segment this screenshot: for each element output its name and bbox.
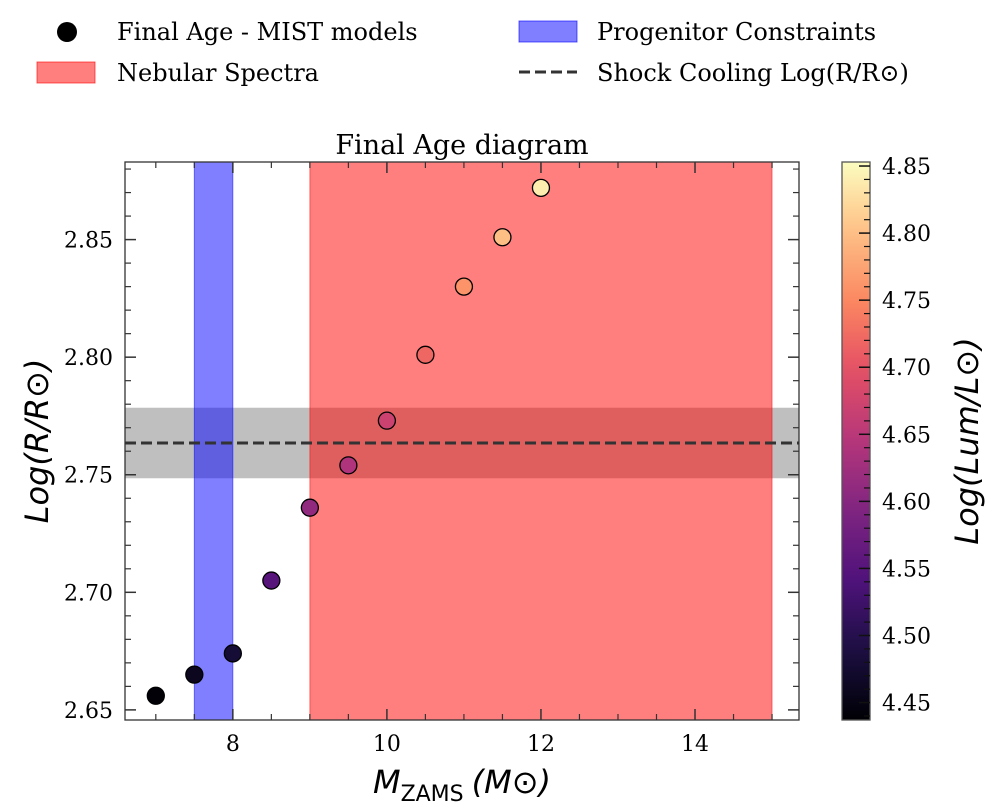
colorbar-tick-label: 4.45 bbox=[882, 692, 931, 717]
x-tick-label: 8 bbox=[226, 732, 240, 757]
x-axis-label-unit: (M⊙) bbox=[472, 763, 551, 801]
data-point-4 bbox=[300, 498, 320, 517]
legend-label-mist-models: Final Age - MIST models bbox=[117, 18, 418, 46]
data-point-8 bbox=[454, 277, 474, 296]
colorbar-gradient-bar bbox=[841, 161, 871, 721]
colorbar-tick-label: 4.55 bbox=[882, 557, 931, 582]
legend-label-progenitor: Progenitor Constraints bbox=[597, 18, 876, 46]
data-point-3 bbox=[262, 571, 281, 590]
x-axis-label-main: M bbox=[373, 763, 401, 801]
colorbar-tick-label: 4.85 bbox=[882, 155, 931, 180]
colorbar-tick-label: 4.75 bbox=[882, 289, 931, 314]
legend: Final Age - MIST models Progenitor Const… bbox=[36, 18, 909, 87]
y-tick-label: 2.75 bbox=[64, 464, 113, 489]
data-point-9 bbox=[493, 228, 512, 247]
colorbar-tick-label: 4.70 bbox=[882, 356, 931, 381]
colorbar-tick-label: 4.65 bbox=[882, 423, 931, 448]
data-point-6 bbox=[377, 411, 397, 430]
y-tick-label: 2.65 bbox=[64, 699, 113, 724]
colorbar-tick-label: 4.80 bbox=[882, 222, 931, 247]
data-point-0 bbox=[146, 686, 165, 705]
x-tick-label: 10 bbox=[373, 732, 401, 757]
data-point-5 bbox=[339, 456, 358, 475]
data-point-1 bbox=[185, 665, 204, 684]
x-tick-label: 14 bbox=[681, 732, 709, 757]
legend-marker-mist-models bbox=[57, 22, 77, 42]
colorbar-label: Log(Lum/L⊙) bbox=[948, 337, 986, 544]
legend-patch-nebular bbox=[36, 61, 96, 84]
plot-frame bbox=[124, 161, 800, 721]
data-point-7 bbox=[416, 345, 435, 364]
y-tick-label: 2.70 bbox=[64, 581, 113, 606]
y-axis-label: Log(R/R⊙) bbox=[18, 359, 56, 524]
y-tick-label: 2.80 bbox=[64, 346, 113, 371]
y-tick-label: 2.85 bbox=[64, 229, 113, 254]
legend-patch-progenitor bbox=[518, 20, 578, 43]
colorbar-tick-label: 4.50 bbox=[882, 624, 931, 649]
x-axis-label-sub: ZAMS bbox=[401, 782, 464, 807]
data-point-10 bbox=[531, 178, 551, 198]
colorbar: 4.45 4.50 4.55 4.60 4.65 4.70 4.75 4.80 4.85 bbox=[841, 155, 931, 721]
progenitor-constraints-span bbox=[193, 161, 234, 721]
colorbar-tick-label: 4.60 bbox=[882, 490, 931, 515]
chart-title: Final Age diagram bbox=[335, 130, 588, 161]
x-axis-label: MZAMS (M⊙) bbox=[373, 763, 551, 807]
legend-label-shock-cooling: Shock Cooling Log(R/R⊙) bbox=[597, 59, 909, 87]
x-tick-label: 12 bbox=[527, 732, 555, 757]
plot-area: 8 10 12 14 2.65 2.70 2.75 2.80 2.85 bbox=[64, 161, 800, 757]
nebular-spectra-span bbox=[309, 161, 773, 721]
data-point-2 bbox=[223, 644, 242, 663]
legend-label-nebular: Nebular Spectra bbox=[117, 59, 319, 87]
